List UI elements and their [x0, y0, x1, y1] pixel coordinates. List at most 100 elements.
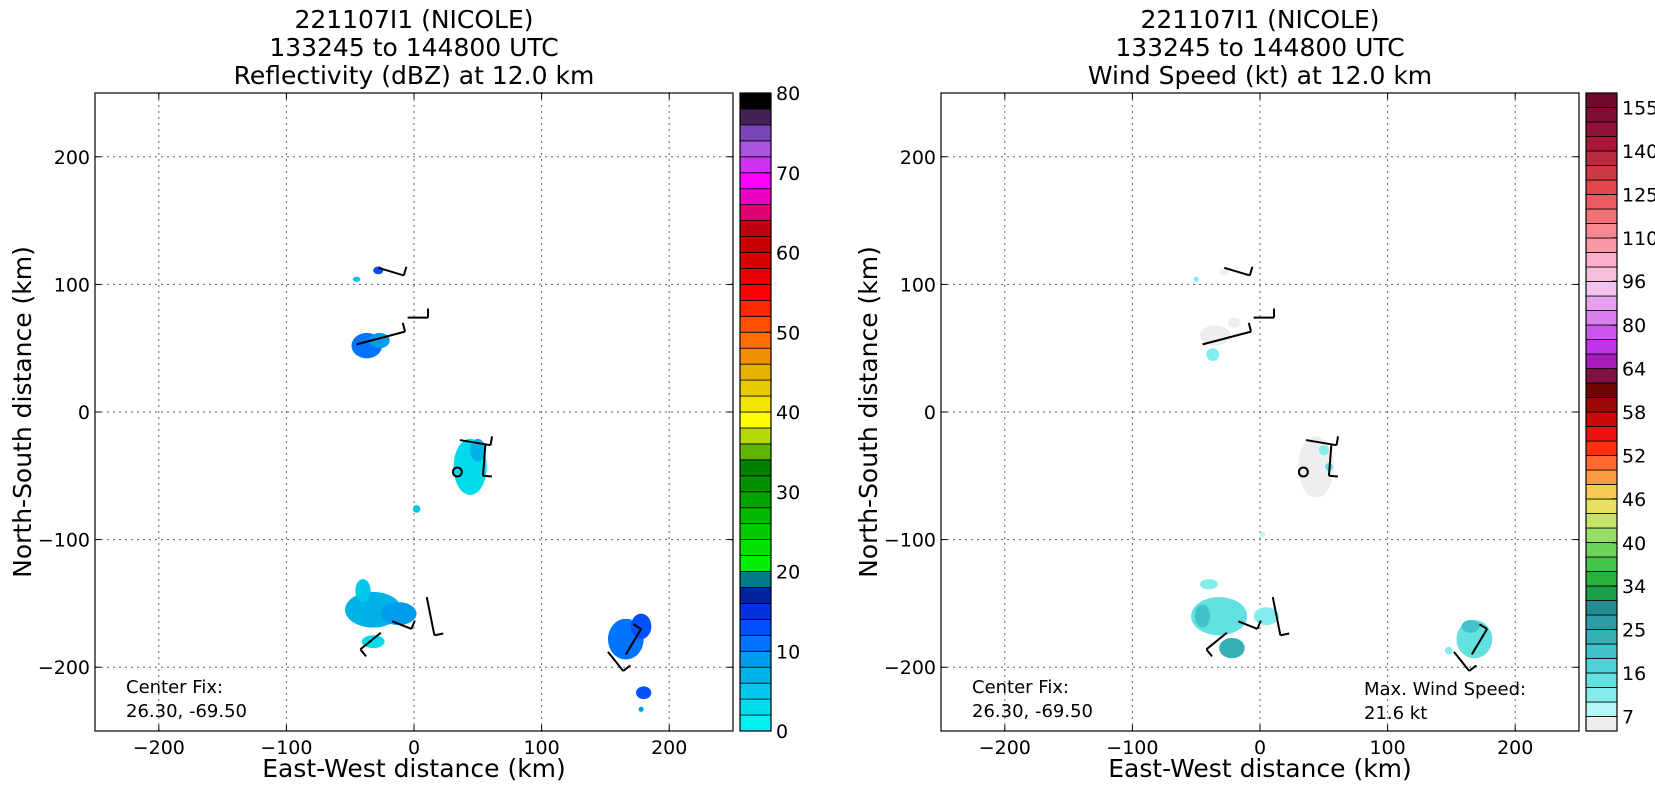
colorbar-swatch: [739, 682, 772, 700]
x-tick-label: 0: [408, 737, 420, 759]
wind-barbs: [1202, 266, 1488, 672]
data-region: [1445, 646, 1453, 655]
y-axis-label: North-South distance (km): [854, 246, 883, 578]
colorbar-swatch: [739, 475, 772, 493]
colorbar-swatch: [739, 347, 772, 365]
colorbar-swatch: [739, 363, 772, 381]
colorbar-swatch: [739, 283, 772, 301]
colorbar-swatch: [1585, 353, 1618, 369]
y-tick-label: −200: [38, 657, 90, 679]
colorbar-tick-label: 10: [776, 641, 800, 663]
colorbar-swatch: [1585, 136, 1618, 152]
grid-lines: [95, 93, 733, 731]
colorbar-swatch: [739, 411, 772, 429]
y-tick-label: 100: [54, 274, 90, 296]
colorbar-swatch: [1585, 150, 1618, 166]
colorbar-swatch: [1585, 527, 1618, 543]
colorbar-tick-label: 30: [776, 482, 800, 504]
x-tick-label: 100: [523, 737, 559, 759]
y-tick-label: 0: [924, 402, 936, 424]
data-region: [1200, 325, 1231, 346]
data-region: [1193, 276, 1199, 282]
data-region: [373, 266, 384, 275]
x-tick-label: −100: [260, 737, 312, 759]
data-region: [638, 706, 644, 712]
colorbar-swatch: [739, 443, 772, 461]
colorbar-swatch: [1585, 295, 1618, 311]
colorbar-swatch: [739, 507, 772, 525]
max-wind-label: Max. Wind Speed:: [1364, 679, 1526, 700]
colorbar-tick-label: 96: [1622, 271, 1646, 293]
colorbar-swatch: [1585, 237, 1618, 253]
wind-barb-flag: [401, 322, 407, 332]
x-tick-label: −200: [133, 737, 185, 759]
colorbar-swatch: [739, 204, 772, 221]
colorbar-swatch: [1585, 426, 1618, 442]
data-region: [630, 613, 652, 640]
chart-title-line-3: Reflectivity (dBZ) at 12.0 km: [234, 61, 595, 90]
colorbar-swatch: [739, 666, 772, 684]
colorbar-swatch: [739, 124, 772, 142]
colorbar-swatch: [739, 427, 772, 445]
colorbar-swatch: [1585, 179, 1618, 195]
colorbar-swatch: [739, 108, 772, 126]
wind-barb: [391, 620, 412, 630]
x-tick-label: 200: [1497, 737, 1533, 759]
colorbar-swatch: [739, 634, 772, 652]
colorbar-swatch: [739, 395, 772, 413]
chart-title-line-1: 221107I1 (NICOLE): [294, 5, 533, 34]
wind-barb-flag: [359, 648, 367, 657]
colorbar-swatch: [1585, 556, 1618, 572]
center-fix-marker: [1297, 466, 1309, 478]
colorbar-swatch: [1585, 484, 1618, 500]
wind-barbs: [356, 266, 642, 672]
wind-barb: [1271, 596, 1282, 636]
data-region: [352, 276, 361, 282]
colorbar-swatch: [739, 618, 772, 636]
x-axis-label: East-West distance (km): [1108, 754, 1412, 783]
colorbar-swatch: [739, 252, 772, 269]
wind-barb: [1223, 266, 1251, 277]
data-region: [412, 505, 421, 513]
colorbar-swatch: [1585, 266, 1618, 282]
colorbar-tick-label: 60: [776, 243, 800, 265]
wind-barb-flag: [1205, 648, 1213, 657]
x-tick-label: −200: [979, 737, 1031, 759]
x-axis-label: East-West distance (km): [262, 754, 566, 783]
max-wind-value: 21.6 kt: [1364, 703, 1427, 724]
colorbar-tick-label: 155: [1622, 98, 1655, 120]
colorbar-tick-label: 40: [1622, 533, 1646, 555]
wind-barb-flag: [482, 474, 492, 478]
x-tick-label: 100: [1369, 737, 1405, 759]
colorbar-tick-label: 16: [1622, 663, 1646, 685]
colorbar-swatch: [739, 172, 772, 190]
colorbar-tick-label: 52: [1622, 445, 1646, 467]
wind-barb: [607, 651, 625, 672]
x-tick-label: 200: [651, 737, 687, 759]
wind-barb: [624, 628, 642, 655]
wind-barb-flag: [1468, 664, 1477, 672]
wind-barb-flag: [402, 266, 408, 276]
colorbar-swatch: [1585, 368, 1618, 384]
y-tick-label: −100: [884, 530, 936, 552]
colorbar-swatch: [739, 140, 772, 158]
wind-barb-flag: [1335, 436, 1340, 446]
colorbar-swatch: [739, 92, 772, 110]
colorbar-swatch: [1585, 339, 1618, 355]
wind-barb: [1327, 443, 1333, 476]
colorbar-swatch: [1585, 498, 1618, 514]
colorbar-swatch: [1585, 658, 1618, 674]
wind-barb: [481, 443, 487, 476]
colorbar-swatch: [739, 603, 772, 620]
colorbar-swatch: [739, 555, 772, 572]
wind-barb: [1470, 628, 1488, 655]
colorbar-swatch: [1585, 455, 1618, 471]
y-axis-label: North-South distance (km): [8, 246, 37, 578]
wind-barb: [1205, 631, 1228, 651]
colorbar-swatch: [1585, 382, 1618, 398]
chart-title-line-3: Wind Speed (kt) at 12.0 km: [1088, 61, 1432, 90]
x-tick-label: −100: [1106, 737, 1158, 759]
chart-panel-2: 221107I1 (NICOLE)133245 to 144800 UTCWin…: [854, 5, 1655, 783]
colorbar-tick-label: 20: [776, 562, 800, 584]
